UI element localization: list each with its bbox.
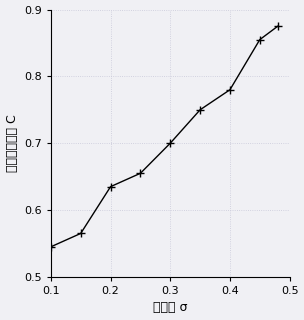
X-axis label: 泊松比 σ: 泊松比 σ <box>153 301 188 315</box>
Y-axis label: 深度校正因子 C: 深度校正因子 C <box>5 114 19 172</box>
